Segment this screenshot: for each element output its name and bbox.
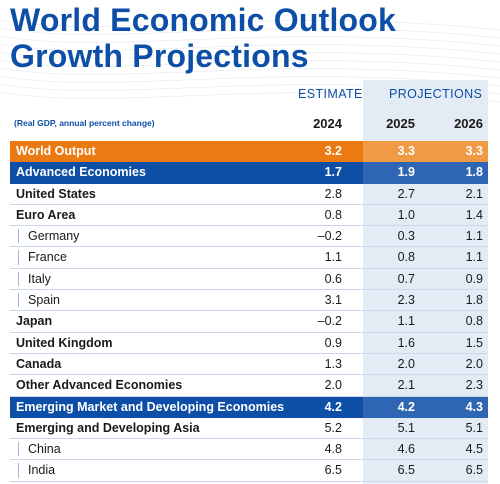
row-label: United Kingdom (16, 335, 113, 350)
year-2026: 2026 (454, 116, 483, 131)
value-2026: 1.5 (465, 335, 483, 350)
value-2025: 0.7 (397, 271, 415, 286)
row-label: Emerging and Developing Asia (16, 420, 200, 435)
value-2025: 6.5 (397, 463, 415, 478)
row-label: Canada (16, 356, 62, 371)
value-2025: 4.2 (397, 399, 415, 414)
row-label: Germany (28, 229, 80, 244)
value-2026: 0.9 (465, 271, 483, 286)
table-row-advanced-economies: Advanced Economies 1.7 1.9 1.8 (10, 162, 488, 184)
table-row: China 4.8 4.6 4.5 (10, 439, 488, 461)
value-2024: 2.8 (324, 186, 342, 201)
value-2025: 4.6 (397, 442, 415, 457)
value-2025: 0.3 (397, 229, 415, 244)
table-row: Emerging and Developing Asia 5.2 5.1 5.1 (10, 418, 488, 440)
table-row: Canada 1.3 2.0 2.0 (10, 354, 488, 376)
value-2024: 4.8 (324, 442, 342, 457)
row-label: World Output (16, 144, 96, 158)
row-label: Euro Area (16, 207, 76, 222)
value-2024: –0.2 (317, 229, 342, 244)
value-2025: 0.8 (397, 250, 415, 265)
value-2025: 2.1 (397, 378, 415, 393)
value-2026: 2.0 (465, 356, 483, 371)
value-2024: 1.1 (324, 250, 342, 265)
value-2025: 3.3 (397, 144, 415, 158)
row-label: Other Advanced Economies (16, 378, 183, 393)
year-2024: 2024 (313, 116, 342, 131)
value-2024: –0.2 (317, 314, 342, 329)
row-label: Japan (16, 314, 53, 329)
value-2026: 1.1 (465, 229, 483, 244)
row-projection-shade (363, 141, 488, 163)
projections-table: World Output 3.2 3.3 3.3 Advanced Econom… (10, 141, 488, 482)
table-row-world-output: World Output 3.2 3.3 3.3 (10, 141, 488, 163)
value-2026: 0.8 (465, 314, 483, 329)
value-2025: 1.6 (397, 335, 415, 350)
units-note: (Real GDP, annual percent change) (14, 118, 155, 128)
value-2025: 1.0 (397, 207, 415, 222)
value-2025: 5.1 (397, 420, 415, 435)
value-2026: 2.1 (465, 186, 483, 201)
row-label: France (28, 250, 67, 265)
table-row: Japan –0.2 1.1 0.8 (10, 311, 488, 333)
value-2025: 1.9 (397, 165, 415, 180)
value-2026: 1.1 (465, 250, 483, 265)
value-2024: 1.7 (324, 165, 342, 180)
value-2024: 5.2 (324, 420, 342, 435)
title-line-1: World Economic Outlook (10, 2, 397, 38)
row-label: Advanced Economies (16, 165, 146, 180)
value-2024: 0.9 (324, 335, 342, 350)
value-2024: 0.6 (324, 271, 342, 286)
table-row: Other Advanced Economies 2.0 2.1 2.3 (10, 375, 488, 397)
value-2024: 0.8 (324, 207, 342, 222)
value-2025: 2.3 (397, 293, 415, 308)
row-label: Italy (28, 271, 51, 286)
table-row: Euro Area 0.8 1.0 1.4 (10, 205, 488, 227)
table-row: India 6.5 6.5 6.5 (10, 460, 488, 482)
row-label: Spain (28, 293, 60, 308)
table-row: United Kingdom 0.9 1.6 1.5 (10, 333, 488, 354)
row-label: China (28, 442, 61, 457)
table-row-emerging-market: Emerging Market and Developing Economies… (10, 396, 488, 418)
table-row: United States 2.8 2.7 2.1 (10, 184, 488, 205)
table-row: Germany –0.2 0.3 1.1 (10, 226, 488, 248)
row-label: India (28, 463, 56, 478)
page-title: World Economic Outlook Growth Projection… (10, 2, 396, 74)
table-row: Spain 3.1 2.3 1.8 (10, 290, 488, 312)
value-2026: 4.3 (465, 399, 483, 414)
value-2026: 3.3 (465, 144, 483, 158)
row-projection-shade (363, 162, 488, 184)
value-2026: 5.1 (465, 420, 483, 435)
value-2025: 2.0 (397, 356, 415, 371)
value-2024: 1.3 (324, 356, 342, 371)
value-2024: 3.2 (324, 144, 342, 158)
value-2025: 1.1 (397, 314, 415, 329)
value-2026: 4.5 (465, 442, 483, 457)
table-row: Italy 0.6 0.7 0.9 (10, 269, 488, 291)
table-row: France 1.1 0.8 1.1 (10, 247, 488, 269)
value-2024: 2.0 (324, 378, 342, 393)
estimate-header: ESTIMATE (298, 87, 363, 101)
value-2026: 1.4 (465, 207, 483, 222)
year-2025: 2025 (386, 116, 415, 131)
value-2024: 6.5 (324, 463, 342, 478)
row-label: Emerging Market and Developing Economies (16, 399, 285, 414)
value-2024: 4.2 (324, 399, 342, 414)
value-2026: 1.8 (465, 293, 483, 308)
column-header-row: (Real GDP, annual percent change) 2024 2… (0, 114, 500, 134)
value-2026: 2.3 (465, 378, 483, 393)
value-2024: 3.1 (324, 293, 342, 308)
value-2025: 2.7 (397, 186, 415, 201)
row-label: United States (16, 186, 96, 201)
row-projection-shade (363, 396, 488, 418)
value-2026: 1.8 (465, 165, 483, 180)
title-line-2: Growth Projections (10, 38, 309, 74)
projections-header: PROJECTIONS (389, 87, 483, 101)
value-2026: 6.5 (465, 463, 483, 478)
